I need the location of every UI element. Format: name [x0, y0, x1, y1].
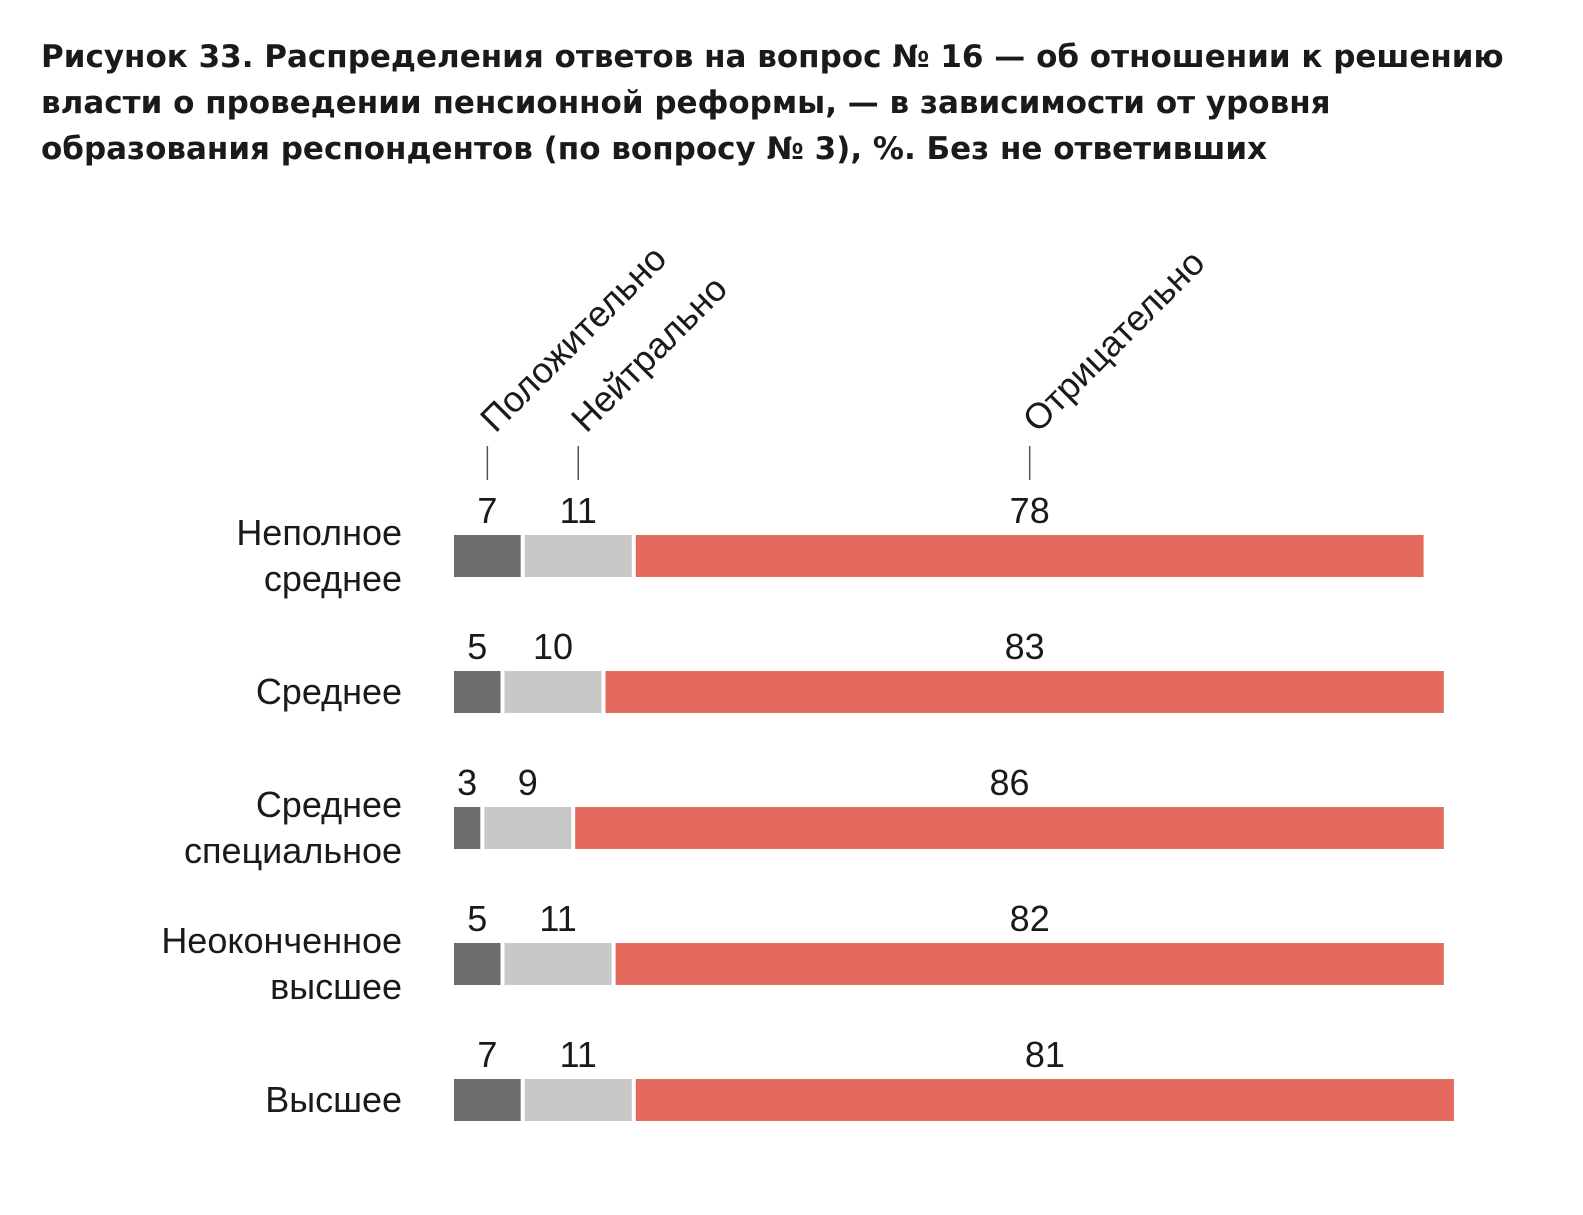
bar-segment	[504, 671, 602, 713]
value-label: 11	[539, 898, 576, 939]
bar-segment	[504, 943, 612, 985]
chart-title: Рисунок 33. Распределения ответов на воп…	[41, 39, 1504, 167]
bar-segment	[454, 807, 481, 849]
value-label: 81	[1025, 1034, 1065, 1075]
category-label: Высшее	[265, 1079, 402, 1120]
category-label: Неполное	[236, 512, 402, 553]
value-label: 78	[1010, 490, 1050, 531]
value-label: 7	[477, 490, 497, 531]
value-label: 9	[518, 762, 538, 803]
bar-segment	[484, 807, 572, 849]
bar-segment	[454, 671, 501, 713]
value-label: 5	[467, 626, 487, 667]
category-label: Среднее	[256, 671, 402, 712]
bar-segment	[454, 943, 501, 985]
bar-segment	[635, 535, 1424, 577]
value-label: 83	[1005, 626, 1045, 667]
legend-label: Отрицательно	[1014, 242, 1212, 440]
bar-segment	[524, 1079, 632, 1121]
value-label: 10	[533, 626, 573, 667]
category-label: Среднее	[256, 784, 402, 825]
category-label: Неоконченное	[161, 920, 402, 961]
bar-segment	[635, 1079, 1454, 1121]
bar-segment	[524, 535, 632, 577]
value-label: 11	[560, 1034, 597, 1075]
bar-segment	[454, 1079, 521, 1121]
bar-segment	[575, 807, 1444, 849]
value-label: 3	[457, 762, 477, 803]
value-label: 7	[477, 1034, 497, 1075]
category-label: высшее	[270, 966, 402, 1007]
value-label: 82	[1010, 898, 1050, 939]
category-label: среднее	[264, 558, 402, 599]
bar-segment	[454, 535, 521, 577]
bar-segment	[615, 943, 1444, 985]
category-label: специальное	[184, 830, 402, 871]
value-label: 86	[989, 762, 1029, 803]
value-label: 11	[560, 490, 597, 531]
bar-segment	[605, 671, 1444, 713]
bars: Неполное среднее 7 11 78 Среднее 5 10 83 Среднее с…	[161, 490, 1454, 1121]
value-label: 5	[467, 898, 487, 939]
